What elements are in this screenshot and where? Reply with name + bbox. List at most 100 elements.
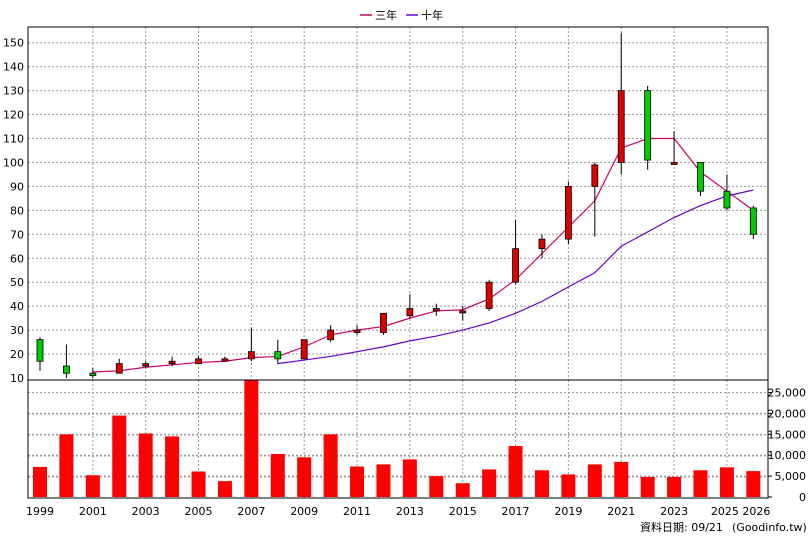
- candle-up: [512, 248, 519, 283]
- footer-source: (Goodinfo.tw): [732, 521, 807, 534]
- price-tick-label: 40: [10, 300, 24, 313]
- price-panel: 10 20 30 40 50 60 70 80 90 100 110 120 130 140 150: [3, 26, 769, 385]
- price-tick-label: 80: [10, 204, 24, 217]
- volume-bar: [323, 434, 338, 497]
- volume-bar: [244, 380, 259, 497]
- price-tick-label: 30: [10, 324, 24, 337]
- legend-ma3-label: 三年: [375, 8, 397, 22]
- volume-bar: [455, 483, 470, 497]
- x-tick-label: 2023: [660, 505, 688, 518]
- volume-tick-label: 25,000: [768, 387, 807, 400]
- candle-up: [432, 308, 440, 312]
- x-tick-label: 2015: [449, 505, 477, 518]
- price-tick-label: 50: [10, 276, 24, 289]
- x-tick-label: 2009: [290, 505, 318, 518]
- candle-up: [353, 329, 361, 333]
- volume-bar: [482, 469, 497, 497]
- volume-bar: [270, 453, 285, 497]
- candle-up: [459, 310, 467, 314]
- candle-up: [485, 281, 493, 309]
- volume-bar: [587, 464, 602, 497]
- price-tick-label: 130: [3, 85, 24, 98]
- legend-ma10-label: 十年: [421, 8, 443, 22]
- candle-down: [697, 162, 704, 192]
- volume-bar: [640, 476, 655, 497]
- volume-bar: [614, 461, 629, 497]
- x-axis: 1999 2001 2003 2005 2007 2009 2011 2013 2015 2017…: [26, 505, 770, 518]
- price-tick-label: 100: [3, 156, 24, 169]
- volume-bar: [402, 459, 417, 497]
- volume-bar: [85, 475, 100, 497]
- volume-bar: [376, 464, 391, 497]
- volume-tick-label: 10,000: [768, 449, 807, 462]
- candle-down: [749, 207, 757, 235]
- volume-tick-label: 15,000: [768, 428, 807, 441]
- x-tick-label: 2026: [742, 505, 770, 518]
- candle-down: [723, 190, 731, 209]
- candle-down: [89, 372, 97, 377]
- candle-up: [195, 358, 202, 365]
- volume-bar: [350, 466, 365, 497]
- x-tick-label: 2001: [79, 505, 107, 518]
- candle-up: [380, 312, 387, 333]
- volume-bar: [297, 457, 312, 497]
- volume-panel: 0 5,000 10,000 15,000 20,000 25,000: [27, 379, 807, 504]
- price-tick-label: 20: [10, 348, 24, 361]
- price-tick-label: 140: [3, 61, 24, 74]
- candle-up: [670, 162, 678, 165]
- x-tick-label: 2005: [185, 505, 213, 518]
- volume-tick-label: 0: [799, 491, 806, 504]
- x-tick-label: 1999: [26, 505, 54, 518]
- candle-up: [247, 351, 255, 360]
- candle-up: [327, 329, 335, 341]
- volume-tick-label: 5,000: [775, 470, 807, 483]
- volume-panel-frame: [27, 379, 769, 499]
- candle-up: [115, 363, 123, 374]
- footer-date: 資料日期: 09/21: [640, 520, 723, 534]
- volume-bar: [165, 436, 180, 497]
- candle-down: [274, 351, 282, 360]
- volume-bar: [112, 415, 127, 497]
- legend: 三年 十年: [360, 8, 443, 22]
- price-panel-frame: [27, 26, 769, 381]
- candle-down: [36, 339, 44, 362]
- candle-up: [142, 363, 150, 367]
- volume-bar: [693, 470, 708, 497]
- price-tick-label: 70: [10, 228, 24, 241]
- candle-up: [617, 90, 625, 163]
- volume-bar: [138, 433, 153, 497]
- x-tick-label: 2011: [343, 505, 371, 518]
- volume-bar: [719, 467, 734, 497]
- price-tick-label: 150: [3, 37, 24, 50]
- x-tick-label: 2013: [396, 505, 424, 518]
- x-tick-label: 2021: [607, 505, 635, 518]
- volume-bar: [508, 446, 523, 497]
- ma3-line: [92, 137, 754, 373]
- candle-up: [168, 360, 176, 365]
- candle-up: [565, 185, 572, 240]
- candle-up: [538, 238, 546, 250]
- volume-bar: [191, 471, 206, 497]
- volume-bar: [746, 471, 761, 497]
- price-tick-label: 90: [10, 180, 24, 193]
- volume-bar: [667, 476, 682, 497]
- volume-bar: [217, 481, 232, 497]
- ma10-line: [277, 189, 754, 365]
- x-tick-label: 2007: [237, 505, 265, 518]
- price-tick-label: 10: [10, 372, 24, 385]
- candle-up: [591, 164, 599, 187]
- volume-bar: [59, 434, 74, 497]
- volume-bar: [534, 470, 549, 497]
- candle-up: [221, 358, 229, 362]
- price-tick-label: 110: [3, 133, 24, 146]
- candle-up: [300, 339, 308, 360]
- x-tick-label: 2019: [554, 505, 582, 518]
- candle-down: [644, 90, 652, 161]
- price-tick-label: 60: [10, 252, 24, 265]
- volume-bar: [429, 476, 444, 497]
- volume-bar: [33, 466, 47, 497]
- volume-bar: [561, 474, 576, 497]
- x-tick-label: 2003: [132, 505, 160, 518]
- candle-up: [406, 308, 414, 317]
